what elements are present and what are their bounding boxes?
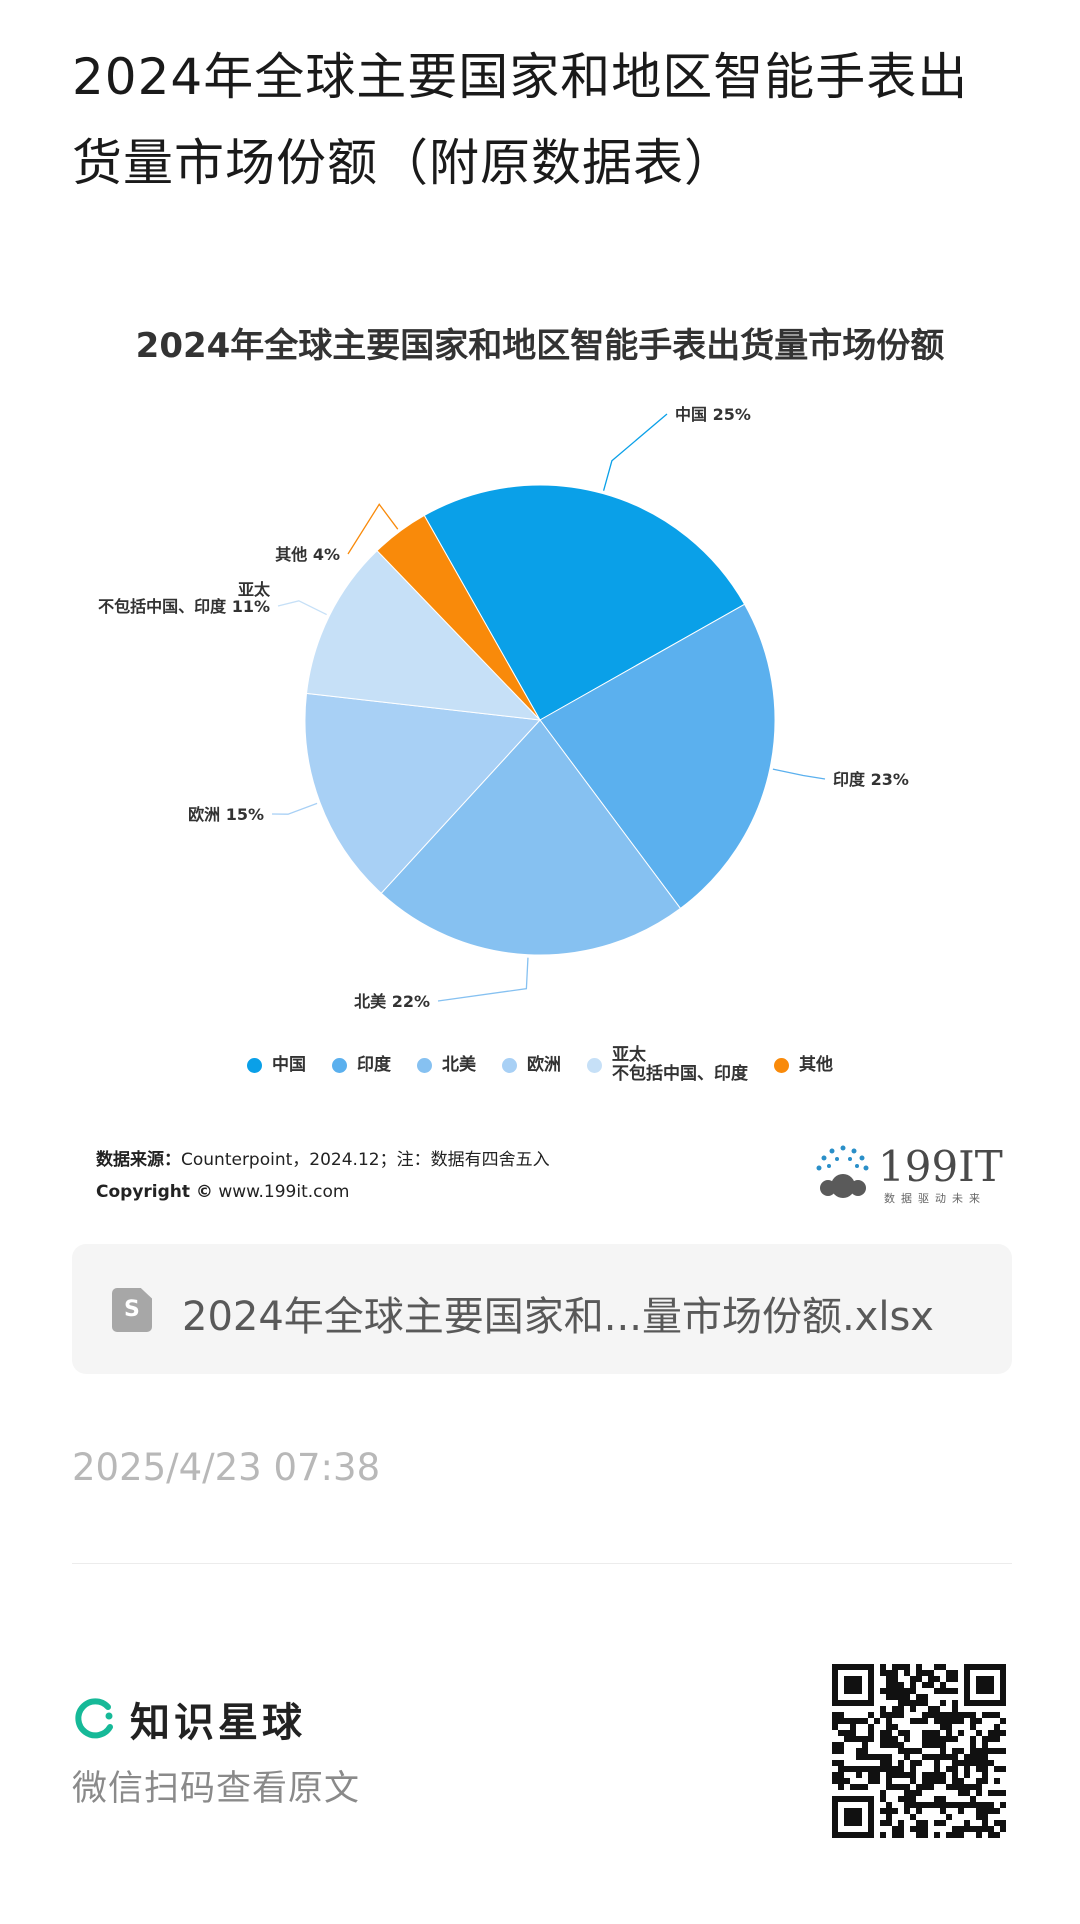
pie-slice [423, 484, 746, 721]
source-text: Counterpoint，2024.12；注：数据有四舍五入 [181, 1150, 550, 1170]
slice-label: 欧洲 15% [188, 805, 264, 824]
legend-label: 亚太 不包括中国、印度 [612, 1045, 748, 1084]
legend-swatch [417, 1057, 432, 1073]
chart-card: 2024年全球主要国家和地区智能手表出货量市场份额 中国 25% 印度 23% 北美… [0, 300, 1080, 1220]
legend-label: 印度 [357, 1054, 391, 1075]
dandelion-icon [816, 1145, 869, 1198]
pie-slice [539, 603, 776, 910]
logo-199it: 199IT 数据驱动未来 [810, 1140, 1003, 1210]
page-title: 2024年全球主要国家和地区智能手表出货量市场份额（附原数据表） [72, 48, 969, 192]
source-key: 数据来源： [96, 1150, 181, 1170]
legend-label: 北美 [442, 1054, 476, 1075]
leader-line [437, 957, 529, 1002]
legend-swatch [502, 1057, 517, 1073]
leader-line [772, 768, 826, 780]
legend-swatch [774, 1057, 789, 1073]
slice-label: 中国 25% [675, 405, 751, 424]
pie-slice [305, 549, 542, 721]
copyright-text: www.199it.com [212, 1182, 350, 1202]
slice-label: 其他 4% [275, 545, 340, 564]
divider [72, 1563, 1012, 1564]
leader-line [271, 802, 318, 815]
brand-header: 知识星球 [72, 1690, 306, 1748]
legend-label: 中国 [272, 1054, 306, 1075]
file-doc-icon: S [112, 1288, 152, 1332]
logo-subtitle: 数据驱动未来 [884, 1192, 986, 1205]
legend-item: 欧洲 [502, 1054, 561, 1075]
slice-label: 不包括中国、印度 11% [98, 597, 270, 616]
slice-label: 北美 22% [354, 992, 430, 1011]
pie-slice [380, 719, 682, 956]
slice-label: 印度 23% [833, 770, 909, 789]
pie-slice [304, 692, 542, 894]
pie-slice [376, 514, 541, 721]
legend-item: 北美 [417, 1054, 476, 1075]
copyright-key: Copyright © [96, 1182, 213, 1202]
chart-legend: 中国 印度 北美 欧洲 亚太 不包括中国、印度 其他 [0, 1046, 1080, 1084]
slice-label: 亚太 [238, 580, 271, 599]
legend-item: 其他 [774, 1054, 833, 1075]
attachment-file-card[interactable]: S 2024年全球主要国家和...量市场份额.xlsx [72, 1244, 1012, 1374]
planet-ring-icon [75, 1698, 113, 1739]
leader-line [347, 503, 399, 555]
logo-text: 199IT [878, 1142, 1003, 1191]
legend-swatch [332, 1057, 347, 1073]
legend-swatch [587, 1057, 602, 1073]
post-timestamp: 2025/4/23 07:38 [72, 1446, 381, 1489]
legend-item: 中国 [247, 1054, 306, 1075]
leader-line [277, 600, 327, 616]
legend-item: 印度 [332, 1054, 391, 1075]
source-note: 数据来源：Counterpoint，2024.12；注：数据有四舍五入 Copy… [96, 1144, 550, 1208]
brand-name: 知识星球 [130, 1700, 306, 1746]
legend-swatch [247, 1057, 262, 1073]
legend-label: 其他 [799, 1054, 833, 1075]
brand-subtitle: 微信扫码查看原文 [72, 1769, 361, 1809]
legend-item: 亚太 不包括中国、印度 [587, 1046, 748, 1084]
chart-title: 2024年全球主要国家和地区智能手表出货量市场份额 [135, 326, 945, 366]
leader-line [602, 413, 668, 491]
legend-label: 欧洲 [527, 1054, 561, 1075]
file-name[interactable]: 2024年全球主要国家和...量市场份额.xlsx [182, 1294, 934, 1340]
qr-code[interactable] [832, 1664, 1006, 1838]
